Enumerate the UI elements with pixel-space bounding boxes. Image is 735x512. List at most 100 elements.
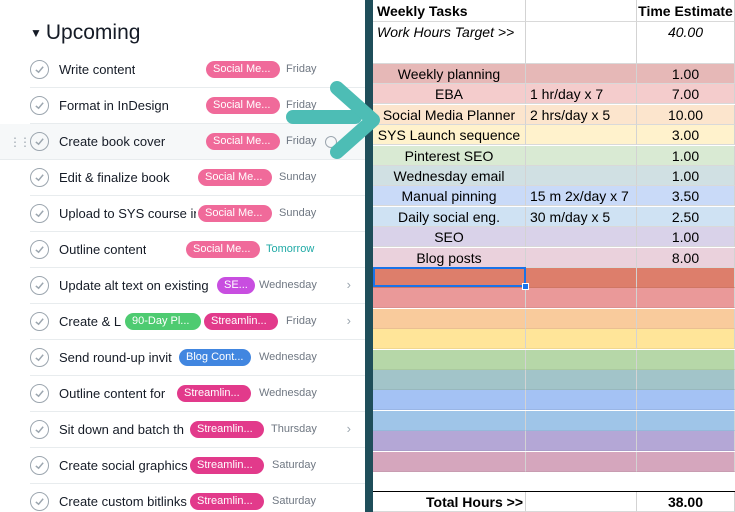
complete-checkbox[interactable] <box>30 96 49 115</box>
subtask-circle-icon[interactable] <box>325 136 337 148</box>
project-tag[interactable]: Social Me... <box>206 61 280 78</box>
empty-cell[interactable] <box>526 390 637 410</box>
hours-cell[interactable]: 10.00 <box>637 105 735 125</box>
due-date[interactable]: Friday <box>286 63 317 75</box>
due-date[interactable]: Wednesday <box>259 387 317 399</box>
empty-cell[interactable] <box>637 309 735 329</box>
due-date[interactable]: Sunday <box>279 207 317 219</box>
empty-cell[interactable] <box>373 411 526 431</box>
complete-checkbox[interactable] <box>30 312 49 331</box>
complete-checkbox[interactable] <box>30 204 49 223</box>
detail-cell[interactable] <box>526 125 637 145</box>
task-row[interactable]: Outline content for Streamlin... Wednesday <box>30 376 365 412</box>
due-date[interactable]: Wednesday <box>259 279 317 291</box>
task-name[interactable]: Update alt text on existing <box>59 278 209 293</box>
empty-cell[interactable] <box>373 329 526 349</box>
task-cell[interactable]: Weekly planning <box>373 64 526 84</box>
due-date[interactable]: Friday <box>286 135 317 147</box>
task-row[interactable]: Format in InDesign Social Me... Friday <box>30 88 365 124</box>
task-cell[interactable]: Pinterest SEO <box>373 146 526 166</box>
project-tag[interactable]: Streamlin... <box>190 457 264 474</box>
task-row[interactable]: Upload to SYS course in Social Me... Sunda… <box>30 196 365 232</box>
task-name[interactable]: Create book cover <box>59 134 166 149</box>
section-header-upcoming[interactable]: ▼ Upcoming <box>30 20 140 46</box>
hours-cell[interactable]: 3.00 <box>637 125 735 145</box>
target-detail[interactable] <box>526 22 637 64</box>
task-name[interactable]: Outline content <box>59 242 147 257</box>
project-tag[interactable]: 90-Day Pl... <box>125 313 201 330</box>
hours-cell[interactable]: 1.00 <box>637 227 735 247</box>
complete-checkbox[interactable] <box>30 240 49 259</box>
empty-cell[interactable] <box>637 431 735 451</box>
task-cell[interactable]: Manual pinning <box>373 186 526 206</box>
project-tag[interactable]: Social Me... <box>206 97 280 114</box>
task-name[interactable]: Upload to SYS course in <box>59 206 196 221</box>
complete-checkbox[interactable] <box>30 348 49 367</box>
header-time-estimate[interactable]: Time Estimate <box>637 0 735 22</box>
complete-checkbox[interactable] <box>30 132 49 151</box>
empty-cell[interactable] <box>637 452 735 472</box>
empty-cell[interactable] <box>526 309 637 329</box>
project-tag[interactable]: Streamlin... <box>190 421 264 438</box>
empty-cell[interactable] <box>637 329 735 349</box>
empty-cell[interactable] <box>373 309 526 329</box>
hours-cell[interactable]: 2.50 <box>637 207 735 227</box>
empty-cell[interactable] <box>637 411 735 431</box>
detail-cell[interactable]: 15 m 2x/day x 7 <box>526 186 637 206</box>
empty-cell[interactable] <box>637 288 735 308</box>
project-tag[interactable]: Streamlin... <box>177 385 251 402</box>
project-tag[interactable]: Blog Cont... <box>179 349 251 366</box>
empty-cell[interactable] <box>526 350 637 370</box>
task-cell[interactable]: Wednesday email <box>373 166 526 186</box>
task-name[interactable]: Outline content for <box>59 386 166 401</box>
detail-cell[interactable] <box>526 64 637 84</box>
complete-checkbox[interactable] <box>30 492 49 511</box>
project-tag[interactable]: Social Me... <box>198 205 272 222</box>
complete-checkbox[interactable] <box>30 384 49 403</box>
task-name[interactable]: Create social graphics <box>59 458 188 473</box>
total-detail[interactable] <box>526 492 637 512</box>
project-tag[interactable]: Social Me... <box>186 241 260 258</box>
empty-cell[interactable] <box>637 370 735 390</box>
task-cell[interactable]: Blog posts <box>373 248 526 268</box>
task-name[interactable]: Sit down and batch th <box>59 422 185 437</box>
due-date[interactable]: Tomorrow <box>266 243 315 255</box>
chevron-right-icon[interactable]: › <box>346 277 351 292</box>
empty-cell[interactable] <box>373 452 526 472</box>
project-tag[interactable]: Streamlin... <box>190 493 264 510</box>
project-tag[interactable]: Streamlin... <box>204 313 278 330</box>
task-cell[interactable]: Social Media Planner <box>373 105 526 125</box>
selection-fill-handle[interactable] <box>522 283 529 290</box>
project-tag[interactable]: Social Me... <box>206 133 280 150</box>
empty-cell[interactable] <box>373 268 526 288</box>
complete-checkbox[interactable] <box>30 276 49 295</box>
due-date[interactable]: Friday <box>286 315 317 327</box>
due-date[interactable]: Thursday <box>271 423 317 435</box>
empty-cell[interactable] <box>637 268 735 288</box>
task-row[interactable]: Edit & finalize book Social Me... Sunday <box>30 160 365 196</box>
target-label[interactable]: Work Hours Target >> <box>373 22 526 64</box>
task-name[interactable]: Format in InDesign <box>59 98 169 113</box>
caret-down-icon[interactable]: ▼ <box>30 26 42 40</box>
detail-cell[interactable] <box>526 166 637 186</box>
task-row[interactable]: Write content Social Me... Friday <box>30 52 365 88</box>
due-date[interactable]: Sunday <box>279 171 317 183</box>
empty-cell[interactable] <box>373 370 526 390</box>
detail-cell[interactable] <box>526 227 637 247</box>
detail-cell[interactable]: 30 m/day x 5 <box>526 207 637 227</box>
task-row[interactable]: Create social graphics Streamlin... Saturd… <box>30 448 365 484</box>
detail-cell[interactable]: 2 hrs/day x 5 <box>526 105 637 125</box>
total-value[interactable]: 38.00 <box>637 492 735 512</box>
task-name[interactable]: Create custom bitlinks <box>59 494 187 509</box>
task-cell[interactable]: Daily social eng. <box>373 207 526 227</box>
empty-cell[interactable] <box>526 288 637 308</box>
detail-cell[interactable]: 1 hr/day x 7 <box>526 84 637 104</box>
empty-cell[interactable] <box>373 288 526 308</box>
hours-cell[interactable]: 1.00 <box>637 166 735 186</box>
header-weekly-tasks[interactable]: Weekly Tasks <box>373 0 526 22</box>
empty-cell[interactable] <box>526 411 637 431</box>
target-value[interactable]: 40.00 <box>637 22 735 64</box>
empty-cell[interactable] <box>526 452 637 472</box>
total-label[interactable]: Total Hours >> <box>373 492 526 512</box>
detail-cell[interactable] <box>526 248 637 268</box>
